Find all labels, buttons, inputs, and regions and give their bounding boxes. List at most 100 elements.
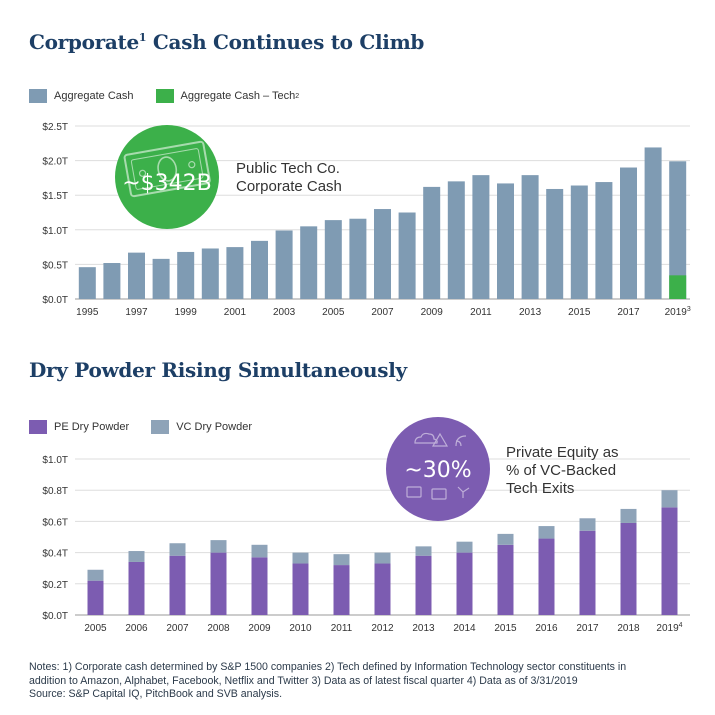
cash-bar-aggregate [669,161,687,299]
dp-plot: $0.0T $0.2T $0.4T $0.6T $0.8T $1.0T 2005 2006 20… [42,455,690,634]
dp-bar-vc [210,540,227,553]
dp-y-tick-label: $0.8T [42,486,68,497]
cash-y-tick-label: $0.5T [42,260,68,271]
cash-y-tick-label: $1.0T [42,226,68,237]
cash-bar-aggregate [497,183,514,299]
cash-bar-aggregate [103,263,121,299]
dp-bar-vc [497,533,514,545]
legend-item-vc: VC Dry Powder [151,420,252,434]
cash-bar-aggregate [78,267,96,299]
dp-bar-vc [169,543,186,556]
legend-label-vc: VC Dry Powder [176,421,252,433]
chart-screen-icon [406,486,422,498]
cash-bar-aggregate [128,252,145,299]
chart1-title-sup: 1 [138,31,147,44]
cash-x-tick-label: 2013 [519,307,542,318]
cash-bar-aggregate [546,188,564,299]
cash-y-tick-label: $2.0T [42,157,68,168]
dp-bar-pe [456,552,473,615]
dp-x-tick-label: 2010 [289,623,312,634]
cash-bar-aggregate [300,226,318,299]
cash-bar-aggregate [595,182,613,299]
dp-bar-vc [292,552,309,564]
cash-bar-aggregate [152,258,170,299]
cash-x-tick-label: 2009 [421,307,444,318]
dp-bar-pe [210,552,227,615]
cash-bar-aggregate [423,186,441,299]
dp-x-tick-label: 2018 [617,623,640,634]
dp-bar-pe [128,561,145,615]
cash-bar-aggregate [251,240,268,299]
cash-x-tick-label: 1999 [175,307,198,318]
cash-bar-aggregate [201,248,219,299]
legend-item-aggregate-cash: Aggregate Cash [29,89,134,103]
dp-x-tick-label: 2007 [166,623,189,634]
cash-bar-aggregate [398,212,416,299]
chart1-legend: Aggregate Cash Aggregate Cash – Tech 2 [29,89,321,103]
dp-x-tick-label: 2008 [207,623,230,634]
cash-x-tick-label: 2017 [617,307,640,318]
cash-bar-aggregate [472,175,490,299]
chart1-title-rest: Cash Continues to Climb [146,30,425,54]
cash-bar-aggregate [226,247,244,299]
dp-bar-pe [251,557,268,615]
pe-callout-line1: Private Equity as [506,444,619,461]
cash-x-tick-label: 1997 [125,307,148,318]
cash-bar-aggregate [374,209,391,299]
cash-callout-value: ~$342B [122,171,212,196]
cash-x-tick-label: 1995 [76,307,99,318]
footnotes: Notes: 1) Corporate cash determined by S… [29,661,699,702]
legend-label-tech-cash: Aggregate Cash – Tech [180,90,296,102]
cash-x-tick-label: 20193 [665,306,691,318]
dp-x-tick-label: 20194 [656,622,682,634]
rss-icon [455,435,467,447]
cash-bar-aggregate [521,175,539,299]
dp-bar-pe [415,555,432,615]
cash-bar-aggregate [177,251,195,299]
dp-bar-pe [87,580,104,615]
dp-bar-vc [374,552,391,564]
cash-y-tick-label: $0.0T [42,295,68,306]
cash-x-tick-label: 2011 [470,307,492,318]
legend-label-aggregate-cash: Aggregate Cash [54,90,134,102]
dp-bar-pe [292,563,309,615]
cash-bar-aggregate [620,167,637,299]
dp-y-tick-label: $0.0T [42,611,68,622]
dp-x-tick-label: 2017 [576,623,599,634]
cash-bar-aggregate [447,181,465,299]
legend-swatch-tech-cash [155,89,174,103]
dp-bar-pe [333,565,350,615]
cash-bar-tech [669,275,687,299]
dp-bar-pe [579,530,596,615]
legend-swatch-pe [29,420,47,434]
dp-x-tick-label: 2015 [494,623,517,634]
dp-bar-vc [579,518,596,531]
cash-x-tick-sup: 3 [687,306,691,313]
dp-bar-vc [333,554,350,566]
legend-sup-tech-cash: 2 [295,92,300,100]
dp-bar-vc [538,526,555,539]
cash-bar-aggregate [570,185,588,299]
legend-label-pe: PE Dry Powder [54,421,130,433]
cash-callout: ~$342B Public Tech Co. Corporate Cash [115,125,342,229]
cash-bar-aggregate [275,230,293,299]
cash-callout-line2: Corporate Cash [236,178,342,195]
pe-callout-line2: % of VC-Backed [506,462,616,479]
cash-bar-aggregate [349,218,367,299]
dp-bar-vc [456,541,473,553]
dp-bar-vc [87,569,104,581]
chart1-title-main: Corporate [29,30,139,54]
dp-x-tick-sup: 4 [679,622,683,629]
dp-x-tick-label: 2005 [84,623,107,634]
dp-bar-vc [661,490,678,508]
cash-bar-aggregate [644,147,662,299]
dp-x-tick-label: 2013 [412,623,435,634]
pe-callout-value: ~30% [404,458,471,483]
cash-x-tick-label: 2005 [322,307,345,318]
cash-y-tick-label: $1.5T [42,191,68,202]
footnote-source: Source: S&P Capital IQ, PitchBook and SV… [29,688,283,700]
dp-bar-vc [251,544,268,558]
chart2-legend: PE Dry Powder VC Dry Powder [29,420,274,434]
legend-item-tech-cash: Aggregate Cash – Tech 2 [155,89,300,103]
charts-canvas: $0.0T $0.5T $1.0T $1.5T $2.0T $2.5T 1995 1997 19… [42,122,691,634]
